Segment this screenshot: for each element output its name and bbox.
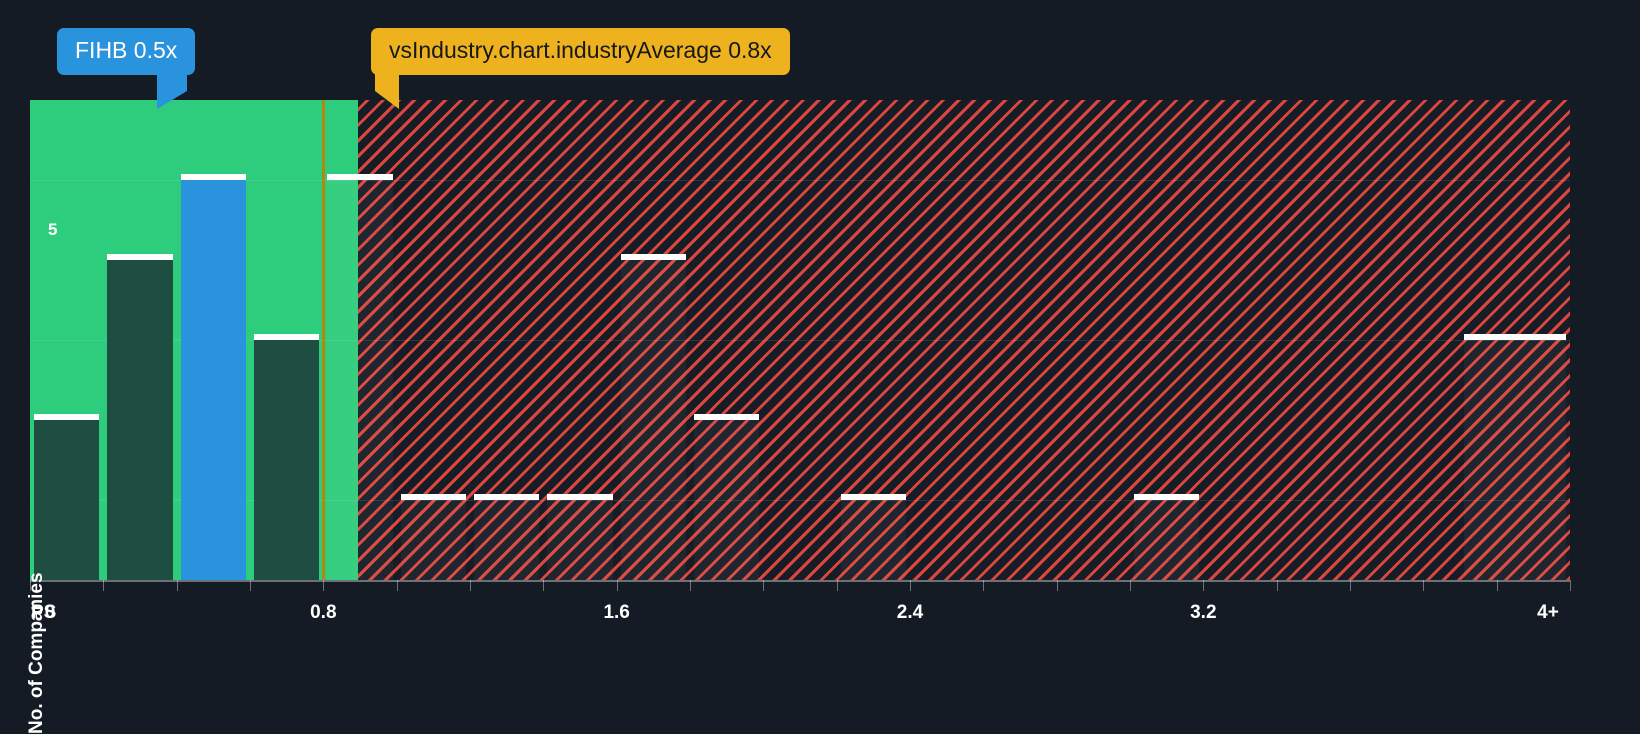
y-tick-label-5: 5 — [48, 220, 58, 239]
bar-cap — [474, 494, 540, 500]
x-axis-tick — [690, 580, 691, 591]
bar-cap — [254, 334, 320, 340]
x-axis-tick — [103, 580, 105, 591]
x-axis-tick — [616, 580, 618, 591]
bar-cap — [547, 494, 613, 500]
x-axis: 0 0.8 1.6 2.4 3.2 4+ — [30, 580, 1571, 650]
histogram-bar[interactable] — [400, 494, 466, 580]
histogram-bar[interactable] — [254, 334, 320, 580]
histogram-bar[interactable] — [474, 494, 540, 580]
bar-cap — [34, 414, 100, 420]
industry-average-tooltip[interactable]: vsIndustry.chart.industryAverage 0.8x — [371, 28, 790, 110]
bar-cap — [180, 174, 246, 180]
company-tooltip-tail — [157, 73, 188, 110]
histogram-bar[interactable] — [620, 254, 686, 580]
histogram-bar[interactable] — [34, 414, 100, 580]
x-axis-tick — [1130, 580, 1131, 591]
histogram-plot-area: 5 No. of Companies — [26, 100, 1570, 734]
x-axis-label: 3.2 — [1190, 602, 1217, 623]
histogram-bar[interactable] — [1134, 494, 1200, 580]
bar-cap — [1464, 334, 1566, 340]
x-axis-tick — [1056, 580, 1058, 591]
x-axis-tick — [910, 580, 911, 591]
industry-average-tooltip-tail — [375, 73, 399, 110]
industry-average-marker-line — [322, 100, 326, 580]
x-axis-tick — [176, 580, 178, 591]
bar-cap — [840, 494, 906, 500]
histogram-bar[interactable] — [180, 174, 246, 580]
histogram-bar[interactable] — [840, 494, 906, 580]
x-axis-tick — [470, 580, 471, 591]
company-tooltip-label: FIHB 0.5x — [75, 37, 178, 63]
industry-average-tooltip-label: vsIndustry.chart.industryAverage 0.8x — [389, 37, 772, 63]
x-axis-tick — [1423, 580, 1425, 591]
histogram-bar[interactable] — [107, 254, 173, 580]
x-axis-tick — [983, 580, 985, 591]
bar-cap — [400, 494, 466, 500]
x-axis-label: 1.6 — [603, 602, 630, 623]
x-axis-tick — [1496, 580, 1498, 591]
x-axis-label: 4+ — [1537, 602, 1559, 623]
x-axis-label: 2.4 — [896, 602, 924, 623]
bar-cap — [327, 174, 393, 180]
company-tooltip[interactable]: FIHB 0.5x — [57, 28, 196, 110]
bar-cap — [694, 414, 760, 420]
x-axis-label: 0.8 — [310, 602, 337, 623]
x-axis-tick — [543, 580, 545, 591]
x-axis-label: 0 — [44, 602, 56, 623]
x-axis-tick — [1276, 580, 1278, 591]
bar-cap — [620, 254, 686, 260]
x-axis-tick — [836, 580, 838, 591]
x-axis-tick — [763, 580, 765, 591]
bar-cap — [107, 254, 173, 260]
x-axis-prefix-label: PS — [31, 602, 57, 623]
histogram-bar[interactable] — [1464, 334, 1566, 580]
histogram-bar[interactable] — [694, 414, 760, 580]
x-axis-tick — [1570, 580, 1571, 591]
histogram-bar[interactable] — [547, 494, 613, 580]
x-axis-tick — [250, 580, 251, 591]
x-axis-line — [30, 580, 1570, 582]
x-axis-tick — [30, 580, 31, 591]
x-axis-tick — [396, 580, 398, 591]
bar-cap — [1134, 494, 1200, 500]
x-axis-tick — [1350, 580, 1351, 591]
x-axis-tick — [1203, 580, 1205, 591]
histogram-bar[interactable] — [327, 174, 393, 580]
overvalued-zone — [358, 100, 1570, 580]
x-axis-tick — [323, 580, 325, 591]
